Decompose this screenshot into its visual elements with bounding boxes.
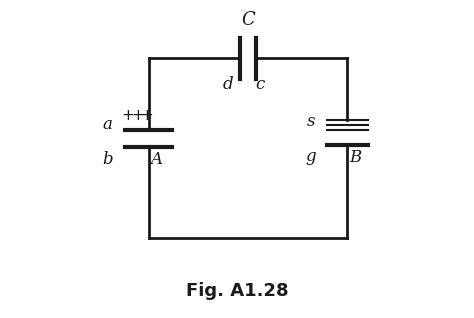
Text: b: b <box>102 150 113 168</box>
Text: +: + <box>141 108 154 123</box>
Text: c: c <box>255 76 264 93</box>
Text: d: d <box>222 76 233 93</box>
Text: C: C <box>241 11 255 29</box>
Text: g: g <box>306 148 316 165</box>
Text: A: A <box>151 150 163 168</box>
Text: +: + <box>131 108 144 123</box>
Text: s: s <box>307 113 315 130</box>
Text: Fig. A1.28: Fig. A1.28 <box>186 282 288 301</box>
Text: B: B <box>349 149 361 166</box>
Text: a: a <box>103 116 113 133</box>
Text: +: + <box>122 108 135 123</box>
